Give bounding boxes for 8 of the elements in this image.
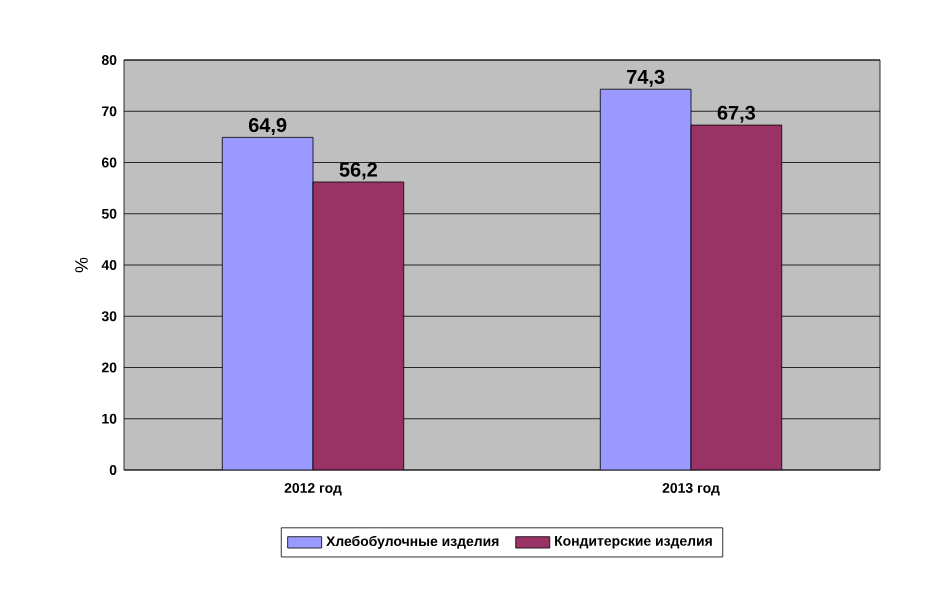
bar bbox=[221, 137, 314, 470]
bar bbox=[312, 181, 405, 470]
data-label: 64,9 bbox=[248, 118, 287, 136]
data-label: 74,3 bbox=[627, 69, 665, 87]
bar bbox=[690, 124, 783, 470]
bar bbox=[599, 88, 692, 470]
y-axis-title: % bbox=[75, 257, 88, 273]
data-label: 56,2 bbox=[339, 162, 377, 180]
